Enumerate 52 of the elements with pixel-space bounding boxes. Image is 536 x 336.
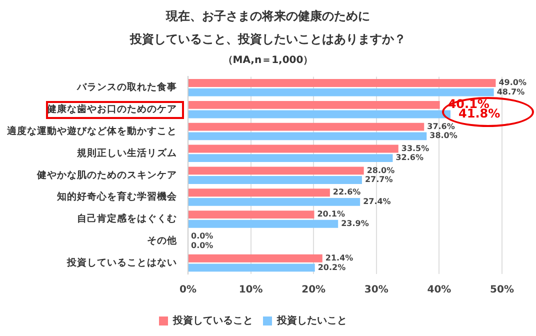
bar [188,188,330,197]
bar [188,154,393,162]
x-tick-label: 10% [238,284,263,296]
bar [188,220,338,228]
data-label: 0.0% [191,232,214,241]
x-tick-label: 20% [302,284,326,296]
bar [188,110,451,118]
data-label: 27.7% [364,175,393,184]
data-label: 21.4% [325,253,354,262]
bar [188,264,315,272]
bar [188,166,364,175]
data-label: 28.0% [366,166,395,175]
data-label: 33.5% [401,144,430,153]
data-label: 27.4% [363,197,391,206]
data-label: 49.0% [498,78,526,88]
chart-title: 現在、お子さまの将来の健康のために [164,8,371,25]
bar [188,79,496,87]
y-tick-label: 適度な運動や遊びなど体を動かすこと [6,124,177,137]
data-label: 38.0% [430,131,458,140]
bar [188,210,314,218]
bar [188,254,322,262]
y-tick-label: 投資していることはない [66,256,177,269]
legend-label: 投資したいこと [276,314,347,327]
legend-label: 投資していること [172,314,253,327]
bar [188,144,398,153]
data-label: 20.1% [317,210,345,219]
y-tick-label: 健康な歯やお口のためのケア [46,103,177,116]
y-tick-label: 知的好奇心を育む学習機会 [56,190,178,203]
bar [188,176,362,184]
chart-subtitle: 投資していること、投資したいことはありますか？ [128,31,407,48]
bar [188,88,494,96]
y-tick-label: 自己肯定感をはぐくむ [77,212,177,225]
bar [188,100,440,109]
x-tick-label: 0% [180,284,196,296]
y-tick-label: バランスの取れた食事 [76,81,177,94]
bar [188,132,427,140]
data-label: 48.7% [496,87,525,96]
y-tick-label: 規則正しい生活リズム [76,146,177,159]
data-label: 37.6% [427,122,455,131]
data-label: 23.9% [341,218,369,228]
bar [188,198,360,206]
data-label: 22.6% [332,188,361,197]
x-tick-label: 30% [364,284,388,296]
text: （MA,n＝1,000） [222,54,314,67]
data-label: 0.0% [191,240,214,250]
bar [188,122,424,131]
x-tick-label: 40% [427,284,452,296]
data-label: 20.2% [318,262,346,272]
y-tick-label: その他 [147,234,178,247]
y-tick-label: 健やかな肌のためのスキンケア [36,168,177,181]
x-tick-label: 50% [490,284,514,296]
data-label: 32.6% [396,153,424,162]
